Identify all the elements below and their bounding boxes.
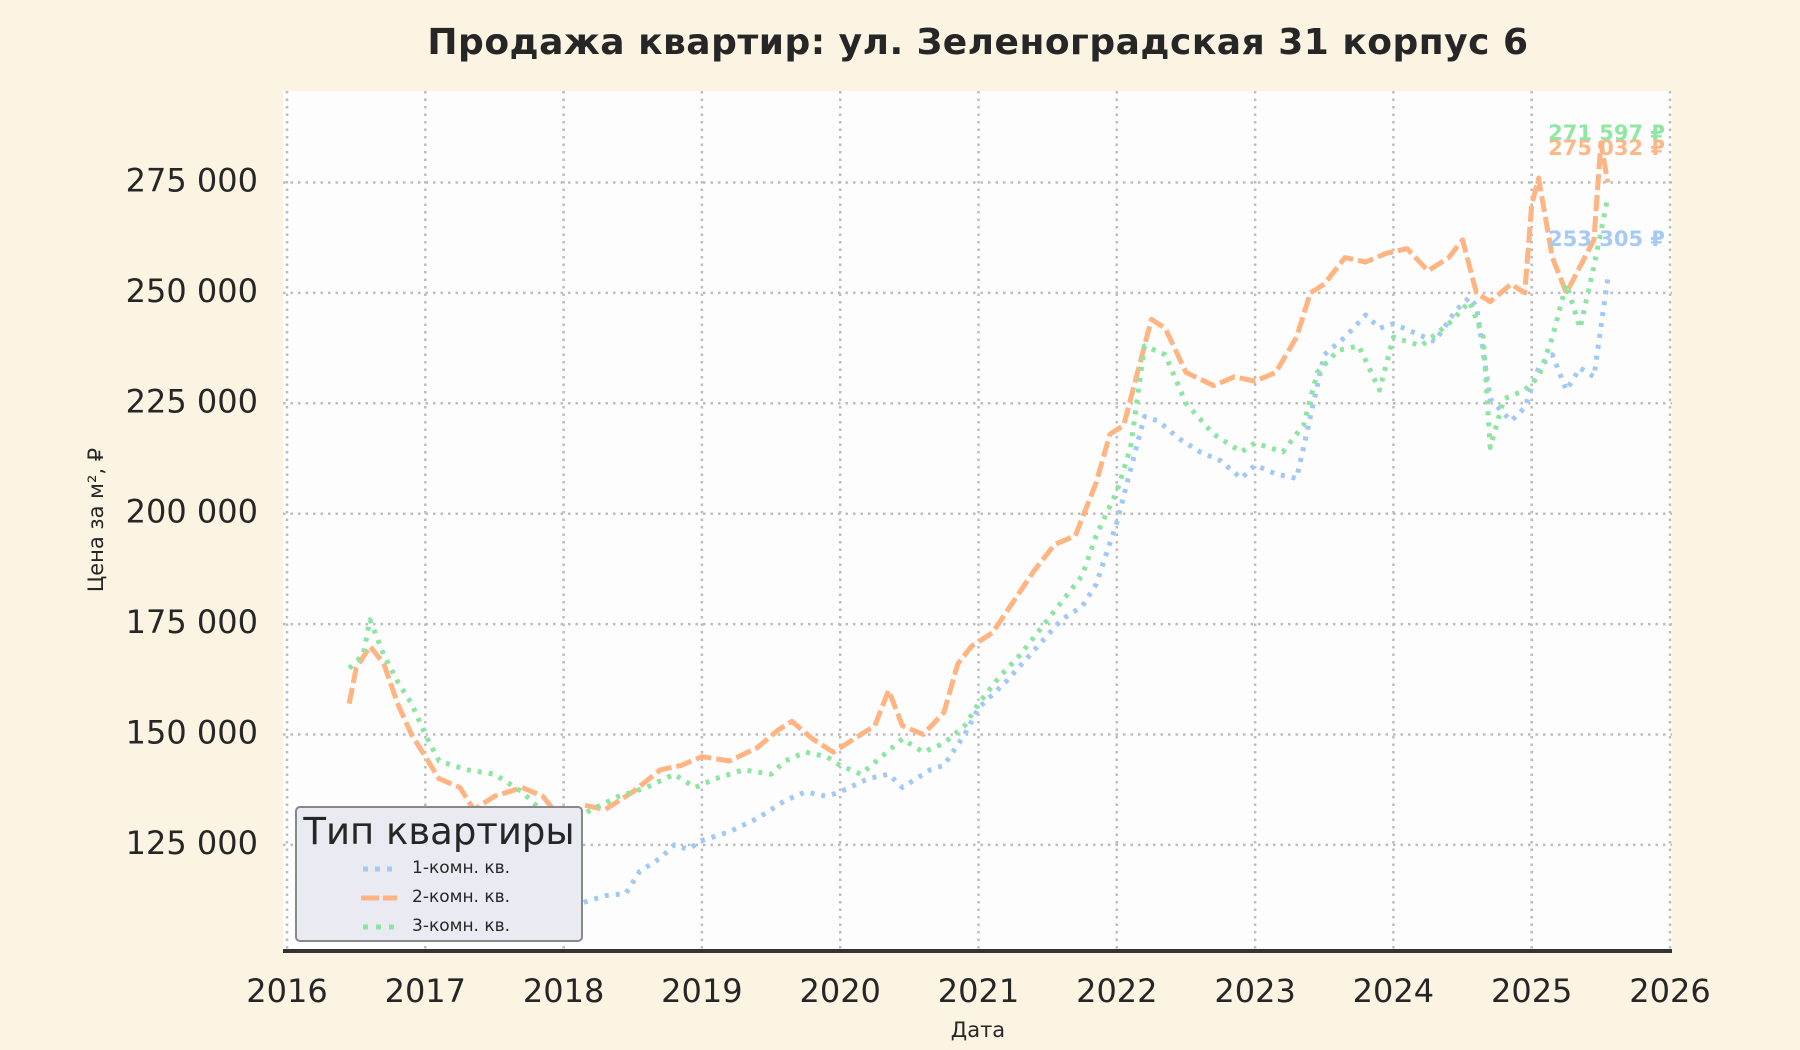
x-tick-label: 2017 bbox=[385, 972, 466, 1010]
dotted-line-swatch-icon bbox=[363, 924, 395, 930]
x-tick-label: 2023 bbox=[1214, 972, 1295, 1010]
x-tick-label: 2020 bbox=[799, 972, 880, 1010]
x-axis-ticks: 2016 2017 2018 2019 2020 2021 2022 2023 2024 2025… bbox=[246, 972, 1710, 1010]
legend: Тип квартиры 1-комн. кв. 2-комн. кв. 3-к… bbox=[295, 806, 583, 942]
series-lines bbox=[346, 140, 1611, 914]
chart-title: Продажа квартир: ул. Зеленоградская 31 к… bbox=[427, 22, 1529, 63]
series-line bbox=[346, 140, 1611, 826]
y-tick-label: 175 000 bbox=[126, 603, 258, 641]
legend-item-2-room: 2-комн. кв. bbox=[297, 887, 581, 913]
series-line bbox=[562, 277, 1611, 914]
x-tick-label: 2016 bbox=[246, 972, 327, 1010]
y-tick-label: 200 000 bbox=[126, 493, 258, 531]
y-tick-label: 225 000 bbox=[126, 382, 258, 420]
y-tick-label: 275 000 bbox=[126, 162, 258, 200]
y-axis-ticks: 125 000 150 000 175 000 200 000 225 000 250 0… bbox=[126, 162, 258, 862]
x-tick-label: 2024 bbox=[1353, 972, 1434, 1010]
dashed-line-swatch-icon bbox=[361, 895, 397, 901]
legend-label: 3-комн. кв. bbox=[412, 916, 511, 936]
y-tick-label: 250 000 bbox=[126, 272, 258, 310]
x-tick-label: 2021 bbox=[938, 972, 1019, 1010]
y-axis-label: Цена за м², ₽ bbox=[84, 448, 108, 592]
legend-label: 2-комн. кв. bbox=[412, 887, 511, 907]
y-tick-label: 125 000 bbox=[126, 824, 258, 862]
y-tick-label: 150 000 bbox=[126, 714, 258, 752]
x-tick-label: 2026 bbox=[1629, 972, 1710, 1010]
x-tick-label: 2025 bbox=[1491, 972, 1572, 1010]
legend-title: Тип квартиры bbox=[303, 810, 575, 853]
legend-label: 1-комн. кв. bbox=[412, 858, 511, 878]
x-tick-label: 2022 bbox=[1076, 972, 1157, 1010]
series-end-label: 275 032 ₽ bbox=[1548, 136, 1665, 160]
legend-item-3-room: 3-комн. кв. bbox=[297, 916, 581, 942]
series-end-label: 253 305 ₽ bbox=[1548, 227, 1665, 251]
dotted-line-swatch-icon bbox=[363, 866, 395, 872]
end-value-labels: 253 305 ₽ 275 032 ₽271 597 ₽ bbox=[1548, 121, 1665, 251]
series-end-label: 271 597 ₽ bbox=[1548, 121, 1665, 145]
x-tick-label: 2019 bbox=[661, 972, 742, 1010]
legend-item-1-room: 1-комн. кв. bbox=[297, 858, 581, 884]
x-tick-label: 2018 bbox=[523, 972, 604, 1010]
x-axis-label: Дата bbox=[951, 1018, 1005, 1042]
